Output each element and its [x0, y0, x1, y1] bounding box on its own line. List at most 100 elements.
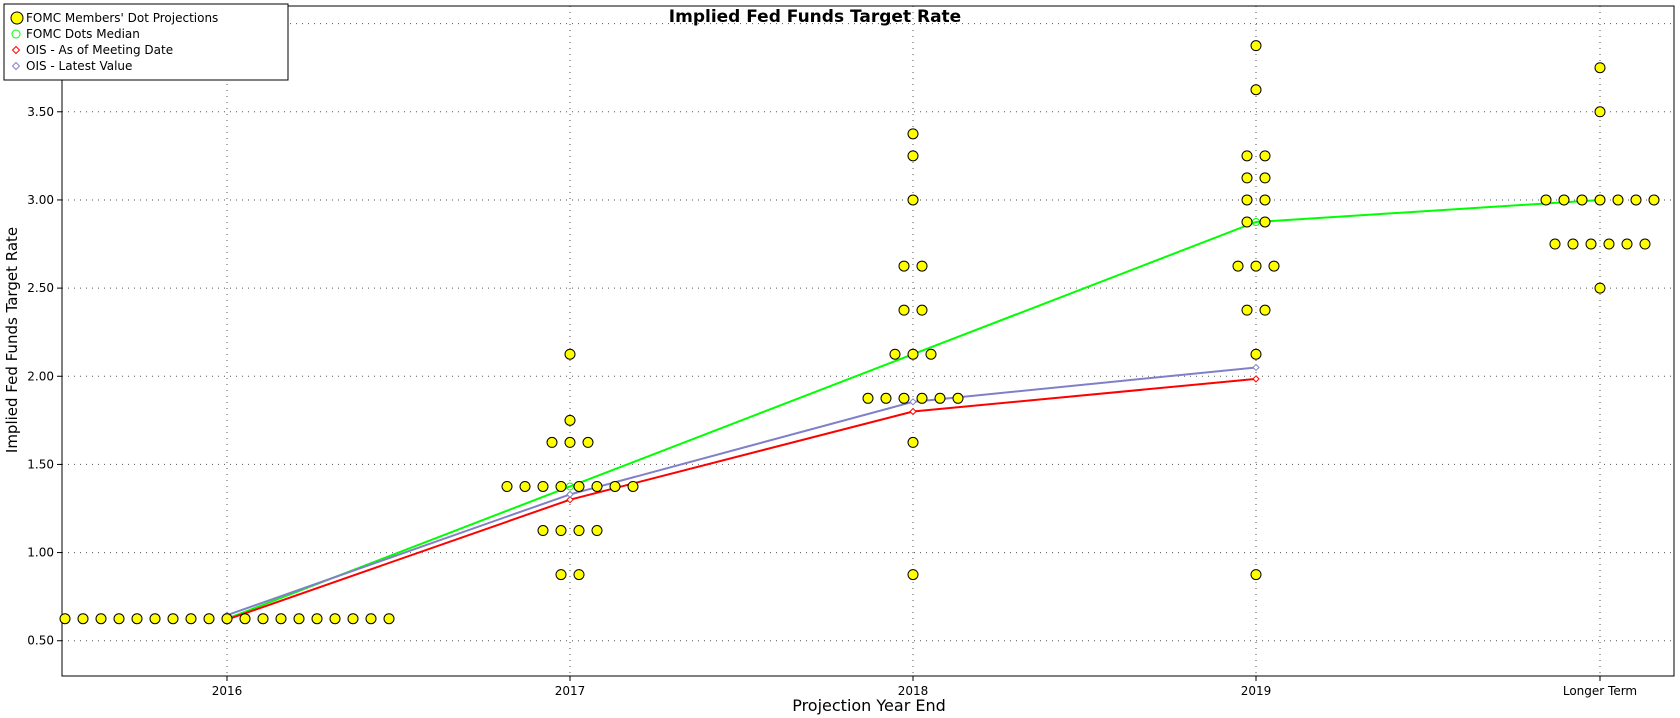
legend-label: OIS - Latest Value: [26, 59, 132, 73]
dot-projection: [1558, 194, 1570, 206]
dot-projection: [564, 414, 576, 426]
legend: FOMC Members' Dot Projections FOMC Dots M…: [3, 3, 289, 81]
grid-layer: [62, 6, 1674, 676]
x-tick-label: 2017: [555, 684, 586, 698]
dot-projection: [1594, 194, 1606, 206]
dot-projection: [1250, 40, 1262, 52]
dot-projection: [1549, 238, 1561, 250]
chart-title: Implied Fed Funds Target Rate: [669, 7, 961, 27]
dot-projection: [1259, 304, 1271, 316]
dot-projection: [582, 436, 594, 448]
plot-frame: [61, 5, 1675, 677]
dot-projection: [1268, 260, 1280, 272]
dot-projection: [1250, 348, 1262, 360]
dot-projection: [537, 525, 549, 537]
dot-projection: [149, 613, 161, 625]
dot-projection: [221, 613, 233, 625]
dot-projection: [555, 525, 567, 537]
legend-label: FOMC Dots Median: [26, 27, 140, 41]
dot-projection: [1612, 194, 1624, 206]
dot-projection: [1241, 194, 1253, 206]
dot-projection: [564, 348, 576, 360]
dot-projection: [1241, 150, 1253, 162]
legend-box: [3, 3, 289, 81]
dot-projection: [934, 392, 946, 404]
dot-projection: [383, 613, 395, 625]
x-tick-label: 2019: [1241, 684, 1272, 698]
dot-projection: [1567, 238, 1579, 250]
dot-projection: [952, 392, 964, 404]
dots-layer: [59, 40, 1660, 625]
dot-projection: [916, 304, 928, 316]
dot-projection: [609, 480, 621, 492]
dot-projection: [1250, 260, 1262, 272]
dot-projection: [59, 613, 71, 625]
dot-projection: [880, 392, 892, 404]
dot-projection: [1259, 216, 1271, 228]
dot-projection: [347, 613, 359, 625]
dot-projection: [898, 392, 910, 404]
dot-projection: [203, 613, 215, 625]
x-axis-label: Projection Year End: [792, 696, 946, 715]
dot-projection: [95, 613, 107, 625]
y-tick-label: 2.00: [27, 369, 54, 383]
series-line: [226, 377, 1257, 621]
dot-projection: [907, 150, 919, 162]
y-tick-label: 2.50: [27, 281, 54, 295]
dot-projection: [627, 480, 639, 492]
dot-projection: [1576, 194, 1588, 206]
dot-projection: [329, 613, 341, 625]
series-point: [909, 407, 917, 416]
dot-projection: [1241, 216, 1253, 228]
dot-projection: [907, 348, 919, 360]
dot-projection: [573, 480, 585, 492]
dot-projection: [1621, 238, 1633, 250]
dot-projection: [185, 613, 197, 625]
legend-marker: [11, 45, 21, 55]
legend-label: FOMC Members' Dot Projections: [26, 11, 218, 25]
dot-projection: [1250, 569, 1262, 581]
dot-projection: [501, 480, 513, 492]
dot-projection: [862, 392, 874, 404]
dot-projection: [519, 480, 531, 492]
dot-projection: [555, 569, 567, 581]
dot-projection: [907, 128, 919, 140]
dot-projection: [907, 194, 919, 206]
dot-projection: [1630, 194, 1642, 206]
dot-projection: [365, 613, 377, 625]
dot-projection: [167, 613, 179, 625]
dot-projection: [537, 480, 549, 492]
dot-projection: [1259, 150, 1271, 162]
dot-projection: [546, 436, 558, 448]
dot-projection: [916, 260, 928, 272]
dot-projection: [1232, 260, 1244, 272]
dot-projection: [1540, 194, 1552, 206]
dot-projection: [907, 569, 919, 581]
dot-projection: [1585, 238, 1597, 250]
dot-projection: [907, 436, 919, 448]
y-tick-label: 1.00: [27, 546, 54, 560]
dot-projection: [1594, 282, 1606, 294]
dot-projection: [1259, 194, 1271, 206]
dot-projection: [564, 436, 576, 448]
series-point: [1252, 375, 1260, 383]
y-axis-label: Implied Fed Funds Target Rate: [3, 227, 21, 453]
dot-projection: [1594, 62, 1606, 74]
series-point: [566, 495, 574, 504]
dot-projection: [916, 392, 928, 404]
x-tick-label: Longer Term: [1563, 684, 1637, 698]
dot-projection: [275, 613, 287, 625]
dot-projection: [555, 480, 567, 492]
dot-projection: [1250, 84, 1262, 96]
dot-projection: [925, 348, 937, 360]
dot-projection: [898, 260, 910, 272]
series-line: [226, 366, 1257, 617]
dot-projection: [573, 569, 585, 581]
dot-projection: [1241, 304, 1253, 316]
dot-projection: [889, 348, 901, 360]
y-tick-label: 0.50: [27, 634, 54, 648]
dot-projection: [239, 613, 251, 625]
dot-projection: [591, 480, 603, 492]
legend-label: OIS - As of Meeting Date: [26, 43, 173, 57]
